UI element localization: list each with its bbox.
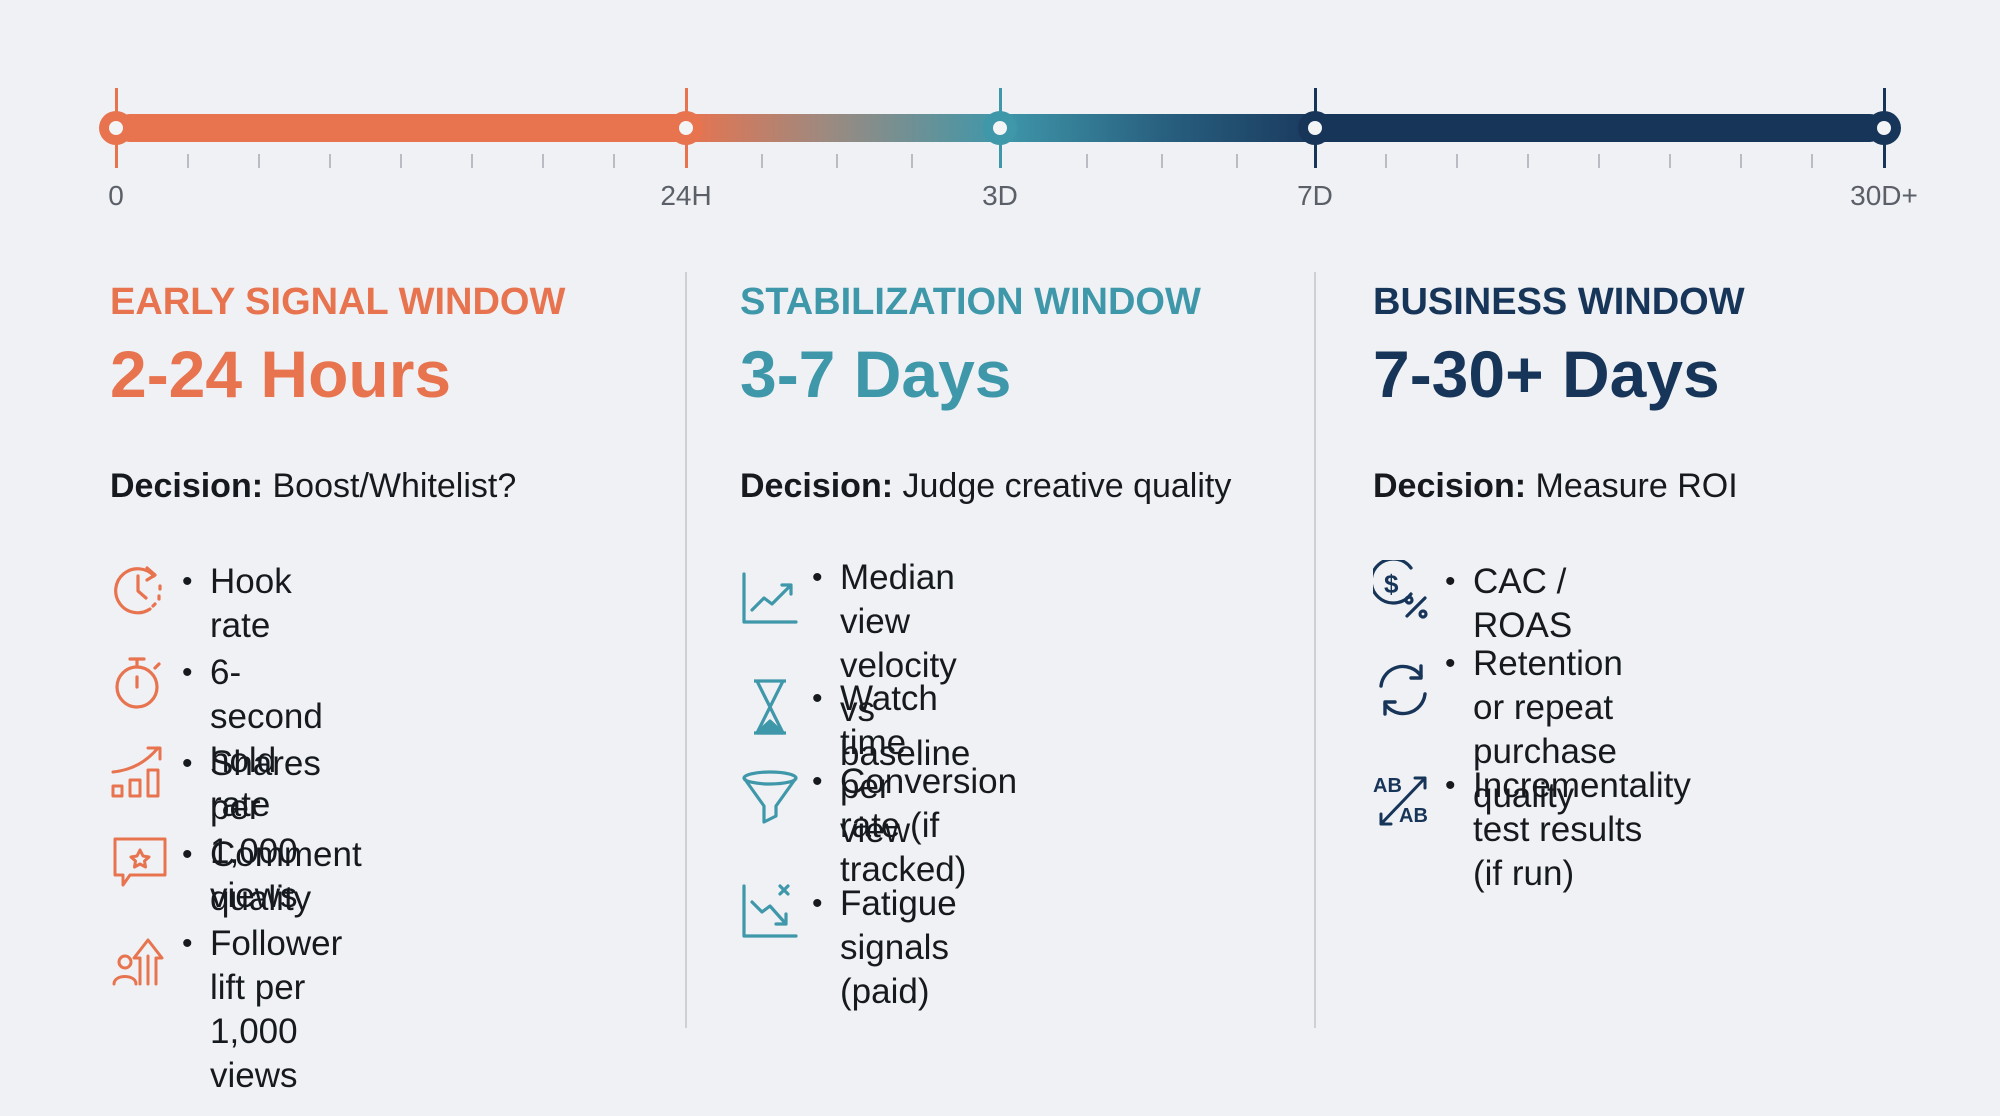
decision-value: Judge creative quality xyxy=(902,467,1232,505)
column-range: 3-7 Days xyxy=(740,337,1012,411)
svg-text:AB: AB xyxy=(1373,775,1402,797)
timeline-label-30d: 30D+ xyxy=(1850,180,1918,211)
column-range: 7-30+ Days xyxy=(1373,337,1720,411)
chart-down-x-icon xyxy=(740,882,800,942)
column-range: 2-24 Hours xyxy=(110,337,452,411)
list-item: • Retention or repeat purchase quality xyxy=(1373,642,1623,818)
timeline-segment-transition-1 xyxy=(686,114,1001,142)
minor-tick xyxy=(1456,154,1458,168)
metric-text: CAC / ROAS xyxy=(1473,562,1573,645)
metric-text: Follower lift per 1,000 views xyxy=(210,924,343,1095)
metric-text: Comment quality xyxy=(210,835,362,918)
dollar-percent-icon: $ xyxy=(1369,557,1433,620)
timeline-segment-transition-2 xyxy=(1000,114,1315,142)
list-item: • Shares per 1,000 views xyxy=(110,742,321,918)
minor-tick xyxy=(836,154,838,168)
decision-label: Decision: xyxy=(740,467,894,505)
minor-tick xyxy=(1161,154,1163,168)
column-divider xyxy=(685,272,687,1028)
list-item: • Watch time per view xyxy=(740,677,938,853)
minor-tick xyxy=(187,154,189,168)
minor-tick xyxy=(761,154,763,168)
minor-tick xyxy=(613,154,615,168)
list-item: • Comment quality xyxy=(110,833,362,921)
column-divider xyxy=(1314,272,1316,1028)
timeline-node-24h xyxy=(669,111,703,145)
timeline-label-0: 0 xyxy=(108,180,124,211)
metric-text: Watch time per view xyxy=(840,679,938,850)
user-arrow-up-icon xyxy=(110,928,170,988)
timeline-segment-early xyxy=(116,114,686,142)
minor-tick xyxy=(1598,154,1600,168)
metric-text: Fatigue signals (paid) xyxy=(840,884,957,1011)
metric-text: Incrementality test results (if run) xyxy=(1473,766,1691,893)
list-item: • Conversion rate (if tracked) xyxy=(740,760,1017,892)
metric-text: Hook rate xyxy=(210,562,292,645)
timeline-node-0 xyxy=(99,111,133,145)
minor-tick xyxy=(1669,154,1671,168)
ab-test-icon: AB AB xyxy=(1373,770,1433,830)
stopwatch-icon xyxy=(110,651,170,711)
timeline-node-3d xyxy=(983,111,1017,145)
business-column: BUSINESS WINDOW 7-30+ Days Decision: Mea… xyxy=(1369,280,1745,893)
early-signal-column: EARLY SIGNAL WINDOW 2-24 Hours Decision:… xyxy=(110,280,566,1095)
decision-label: Decision: xyxy=(110,467,264,505)
minor-tick xyxy=(329,154,331,168)
minor-tick xyxy=(911,154,913,168)
decision-line: Decision: Judge creative quality xyxy=(740,466,1231,506)
column-eyebrow: EARLY SIGNAL WINDOW xyxy=(110,281,566,323)
clock-refresh-icon xyxy=(110,560,170,620)
timeline-label-3d: 3D xyxy=(982,180,1018,211)
line-chart-up-icon xyxy=(740,570,800,630)
minor-tick xyxy=(1527,154,1529,168)
minor-tick xyxy=(400,154,402,168)
timeline-node-30d xyxy=(1867,111,1901,145)
timeline-label-7d: 7D xyxy=(1297,180,1333,211)
comment-star-icon xyxy=(110,833,170,893)
list-item: • 6-second hold rate xyxy=(110,651,323,827)
minor-tick xyxy=(1811,154,1813,168)
svg-text:$: $ xyxy=(1384,569,1399,599)
metric-text: 6-second hold rate xyxy=(210,653,323,824)
timeline-node-7d xyxy=(1298,111,1332,145)
minor-tick xyxy=(258,154,260,168)
metric-text: Conversion rate (if tracked) xyxy=(840,762,1018,889)
timeline-label-24h: 24H xyxy=(660,180,712,211)
hourglass-icon xyxy=(740,677,800,737)
metric-text: Median view velocity vs baseline xyxy=(840,558,971,773)
decision-line: Decision: Measure ROI xyxy=(1373,466,1745,506)
decision-label: Decision: xyxy=(1373,467,1527,505)
minor-tick xyxy=(1385,154,1387,168)
column-eyebrow: BUSINESS WINDOW xyxy=(1373,281,1745,323)
svg-text:AB: AB xyxy=(1399,805,1428,827)
list-item: • Hook rate xyxy=(110,560,292,648)
timeline: 0 24H 3D 7D 30D+ xyxy=(0,0,2000,230)
stabilization-column: STABILIZATION WINDOW 3-7 Days Decision: … xyxy=(740,280,1231,1011)
metric-text: Retention or repeat purchase quality xyxy=(1473,644,1623,815)
minor-tick xyxy=(1740,154,1742,168)
decision-line: Decision: Boost/Whitelist? xyxy=(110,466,565,506)
list-item: • Fatigue signals (paid) xyxy=(740,882,957,1014)
list-item: $ • CAC / ROAS xyxy=(1369,557,1573,648)
refresh-cycle-icon xyxy=(1373,660,1433,720)
list-item: • Follower lift per 1,000 views xyxy=(110,922,342,1098)
timeline-segment-business xyxy=(1314,114,1884,142)
decision-value: Boost/Whitelist? xyxy=(272,467,517,505)
funnel-icon xyxy=(740,768,800,828)
minor-tick xyxy=(1236,154,1238,168)
column-eyebrow: STABILIZATION WINDOW xyxy=(740,281,1201,323)
list-item: • Median view velocity vs baseline xyxy=(740,556,970,776)
list-item: AB AB • Incrementality test results (if r… xyxy=(1373,764,1691,896)
metric-text: Shares per 1,000 views xyxy=(210,744,321,915)
minor-tick xyxy=(1086,154,1088,168)
minor-tick xyxy=(471,154,473,168)
decision-value: Measure ROI xyxy=(1535,467,1738,505)
bar-chart-trend-icon xyxy=(110,742,170,802)
minor-tick xyxy=(542,154,544,168)
